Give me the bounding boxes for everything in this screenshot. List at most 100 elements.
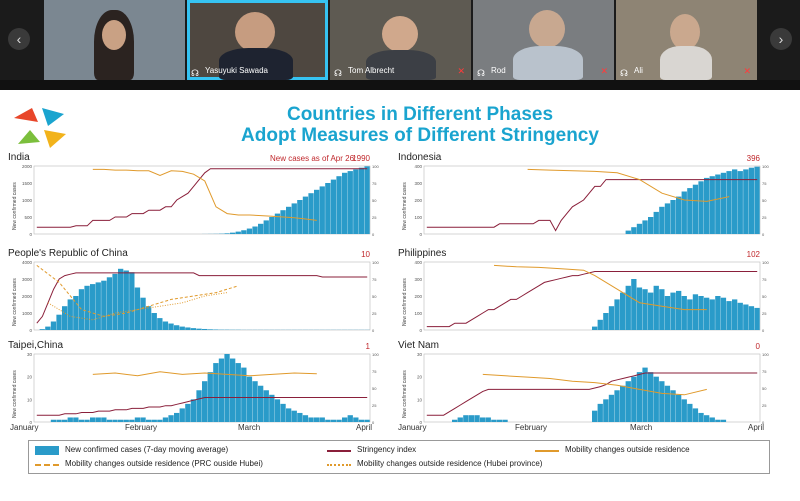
cases-bar [157, 419, 163, 422]
cases-bar [190, 399, 197, 422]
cases-bar [364, 166, 370, 234]
cases-bar [319, 186, 325, 234]
cases-bar [636, 372, 643, 422]
cases-bar [681, 399, 687, 422]
muted-mic-icon: ✕ [743, 66, 751, 76]
cases-bar [330, 419, 337, 422]
participant-name: ☊ Yasuyuki Sawada [191, 66, 268, 78]
legend-swatch-prc [35, 464, 59, 466]
cases-bar [123, 270, 129, 330]
y-tick-label: 20 [417, 375, 423, 380]
y-tick-label: 300 [414, 277, 422, 282]
cases-bar [597, 403, 603, 422]
cases-bar [157, 318, 163, 330]
x-tick-label: April [748, 423, 765, 432]
cases-bar [106, 277, 113, 330]
cases-bar [642, 220, 648, 234]
cases-bar [715, 296, 721, 330]
cases-bar [280, 210, 286, 234]
right-tick-label: 0 [372, 232, 375, 237]
right-tick-label: 75 [372, 369, 377, 374]
cases-bar [112, 273, 118, 330]
y-tick-label: 300 [414, 181, 422, 186]
x-tick-label: January [398, 423, 427, 432]
cases-bar [491, 419, 497, 422]
participant-tile[interactable]: ☊ Rod ✕ [473, 0, 614, 80]
cases-bar [496, 419, 503, 422]
cases-bar [737, 171, 743, 234]
cases-bar [325, 419, 331, 422]
cases-bar [631, 227, 637, 234]
cases-bar [146, 306, 152, 330]
cases-bar [286, 206, 292, 234]
cases-bar [274, 399, 281, 422]
cases-bar [263, 220, 269, 234]
cases-bar [463, 415, 469, 422]
right-tick-label: 75 [372, 277, 377, 282]
legend-swatch-stringency [327, 450, 351, 452]
y-tick-label: 0 [419, 420, 422, 425]
legend-label-prc: Mobility changes outside residence (PRC … [65, 459, 263, 468]
latest-cases-value: 396 [746, 154, 760, 163]
cases-bar [336, 176, 342, 234]
cases-bar [748, 167, 755, 234]
x-tick-label: March [630, 423, 653, 432]
stringency-line [36, 272, 368, 324]
right-tick-label: 100 [372, 260, 379, 265]
cases-bar [592, 326, 598, 330]
cases-bar [358, 167, 365, 234]
cases-bar [614, 299, 620, 330]
cases-bar [84, 419, 90, 422]
cases-bar [101, 417, 107, 422]
participant-tile-active[interactable]: ☊ Yasuyuki Sawada [187, 0, 328, 80]
cases-bar [319, 417, 325, 422]
y-axis-label: New confirmed cases [402, 278, 408, 326]
legend-swatch-mobility [535, 450, 559, 452]
cases-bar [720, 172, 727, 234]
panel-title: People's Republic of China [8, 248, 128, 259]
participant-tile[interactable]: ☊ Tom Albrecht ✕ [330, 0, 471, 80]
latest-cases-value: 0 [755, 342, 760, 351]
panel-chart: 0 500 1000 1500 2000 0 25 50 75 100 [22, 164, 379, 237]
cases-bar [213, 363, 219, 422]
stringency-line [36, 168, 368, 228]
cases-bar [603, 313, 609, 330]
participant-tile[interactable] [44, 0, 185, 80]
next-page-button[interactable]: › [770, 28, 792, 50]
cases-bar [302, 196, 309, 234]
right-tick-label: 100 [762, 164, 769, 169]
prev-page-button[interactable]: ‹ [8, 28, 30, 50]
y-tick-label: 4000 [22, 260, 33, 265]
y-axis-label: New confirmed cases [402, 182, 408, 230]
right-tick-label: 0 [762, 420, 765, 425]
cases-bar [676, 290, 682, 330]
cases-bar [235, 363, 241, 422]
cases-bar [670, 292, 676, 330]
shared-slide: Countries in Different Phases Adopt Meas… [0, 90, 800, 501]
cases-bar [185, 403, 191, 422]
cases-bar [179, 408, 185, 422]
right-tick-label: 100 [762, 260, 769, 265]
cases-bar [314, 189, 320, 234]
cases-bar [246, 376, 253, 422]
panel-chart: 0 100 200 300 400 0 25 50 75 100 [414, 260, 769, 333]
cases-bar [631, 376, 637, 422]
cases-bar [664, 203, 671, 234]
cases-bar [648, 372, 654, 422]
y-tick-label: 20 [27, 375, 33, 380]
headphones-icon: ☊ [620, 68, 628, 78]
cases-bar [274, 213, 281, 234]
cases-bar [190, 328, 197, 330]
panel-title: Taipei,China [8, 340, 64, 351]
cases-bar [653, 211, 659, 234]
cases-bar [452, 419, 458, 422]
cases-bar [168, 323, 174, 330]
panel-title: India [8, 152, 30, 163]
cases-bar [648, 217, 654, 234]
cases-bar [213, 329, 219, 330]
y-tick-label: 30 [27, 352, 33, 357]
country-panel: 0 100 200 300 400 0 25 50 75 100 Philippines 102 New… [398, 248, 780, 338]
cases-bar [485, 417, 491, 422]
slide-title-line1: Countries in Different Phases [286, 104, 554, 125]
participant-tile[interactable]: ☊ Ali ✕ [616, 0, 757, 80]
